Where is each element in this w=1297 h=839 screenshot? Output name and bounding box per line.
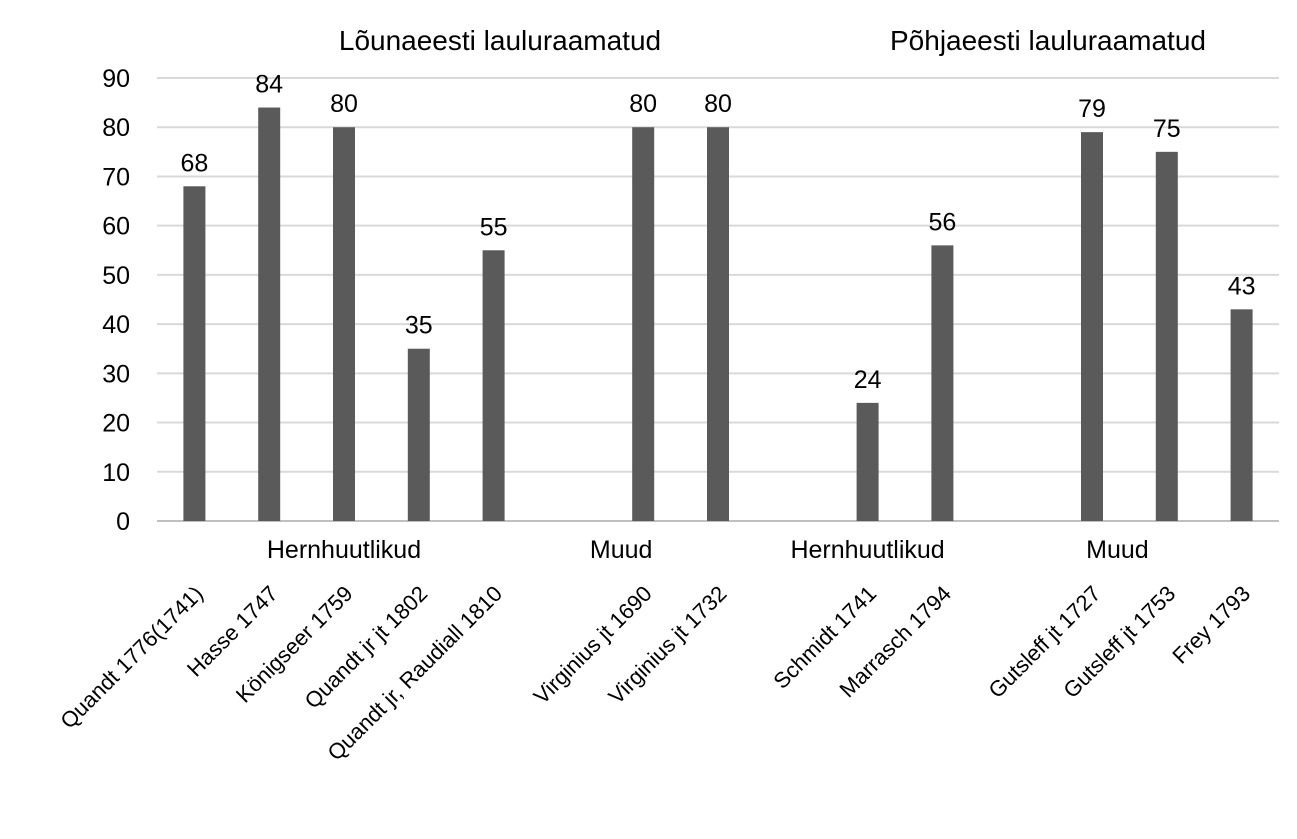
group-label: Põhjaeesti lauluraamatud (890, 25, 1206, 56)
x-tick-label: Quandt 1776(1741) (55, 581, 208, 734)
y-tick-label: 10 (102, 459, 130, 487)
bar (333, 127, 355, 521)
group-label: Lõunaeesti lauluraamatud (339, 25, 661, 56)
bar (1230, 309, 1253, 521)
y-tick-label: 90 (102, 65, 130, 93)
data-label: 68 (180, 149, 208, 177)
bar (632, 127, 655, 521)
data-label: 43 (1228, 272, 1256, 300)
subgroup-label: Hernhuutlikud (267, 536, 421, 564)
subgroup-label: Hernhuutlikud (790, 536, 944, 564)
data-label: 80 (629, 90, 657, 118)
y-tick-label: 50 (102, 262, 130, 290)
data-label: 75 (1153, 115, 1181, 143)
bar (183, 186, 206, 522)
bar (931, 245, 954, 521)
data-label: 80 (330, 90, 358, 118)
bar (407, 348, 430, 521)
bar (707, 127, 729, 521)
data-label: 55 (480, 213, 508, 241)
y-tick-label: 30 (102, 360, 130, 388)
y-tick-label: 40 (102, 311, 130, 339)
bar (482, 250, 505, 521)
y-tick-label: 0 (116, 508, 130, 536)
data-label: 84 (255, 71, 283, 99)
x-tick-label: Frey 1793 (1167, 581, 1255, 669)
data-label: 80 (704, 90, 732, 118)
data-label: 35 (405, 312, 433, 340)
bar (856, 402, 879, 521)
data-label: 24 (854, 366, 882, 394)
subgroup-label: Muud (1086, 536, 1149, 564)
data-label: 56 (928, 208, 956, 236)
bar (258, 107, 281, 522)
y-tick-label: 20 (102, 410, 130, 438)
bar (1155, 151, 1178, 522)
y-tick-label: 60 (102, 213, 130, 241)
y-tick-label: 80 (102, 114, 130, 142)
y-tick-label: 70 (102, 163, 130, 191)
bar (1081, 132, 1103, 521)
data-label: 79 (1078, 95, 1106, 123)
subgroup-label: Muud (590, 536, 653, 564)
